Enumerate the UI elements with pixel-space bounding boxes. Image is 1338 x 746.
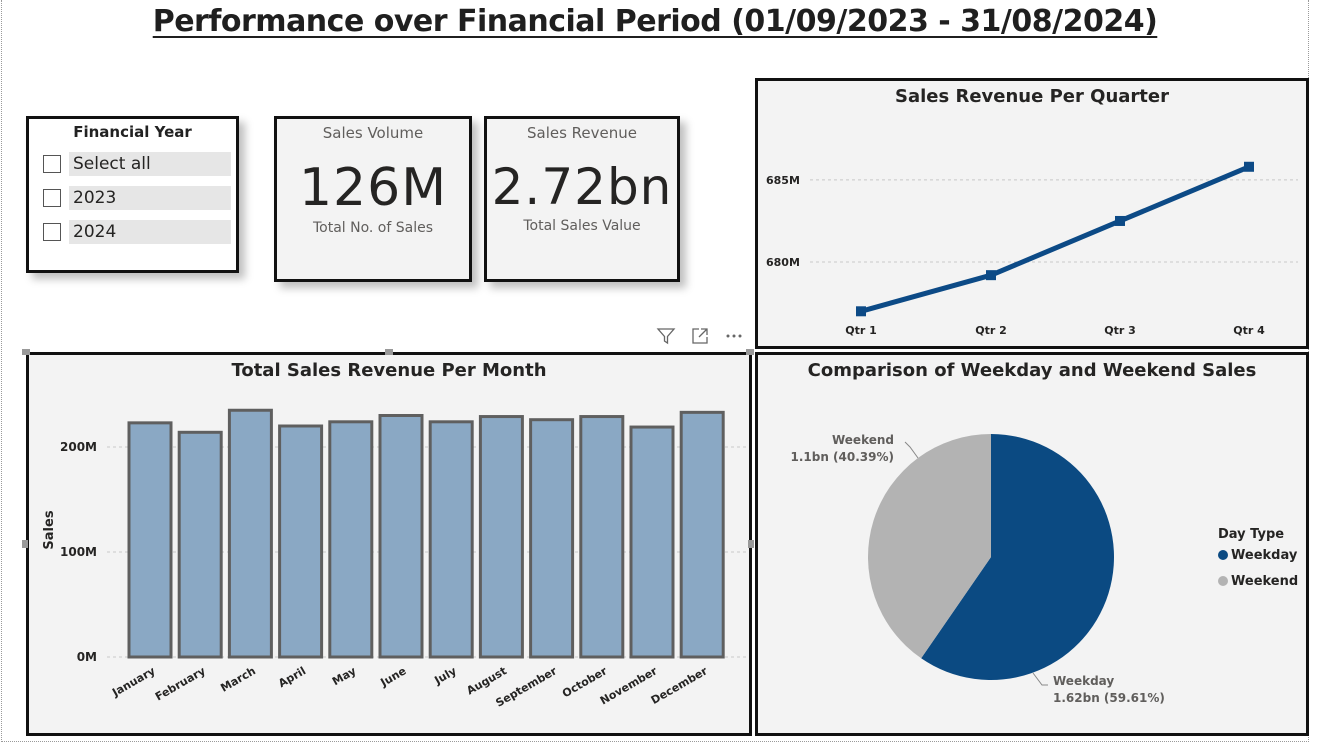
bar xyxy=(177,430,223,659)
pie-chart-svg: Weekday 1.62bn (59.61%) Weekend 1.1bn (40.3… xyxy=(790,433,1298,705)
filter-icon[interactable] xyxy=(656,326,676,346)
slicer-item-label: Select all xyxy=(69,152,231,176)
legend-marker xyxy=(1218,576,1228,586)
card-subtitle: Total Sales Value xyxy=(523,218,641,234)
card-subtitle: Total No. of Sales xyxy=(312,220,434,236)
x-tick-label: December xyxy=(649,664,710,707)
bar xyxy=(428,420,474,659)
bar xyxy=(227,408,273,659)
checkbox[interactable] xyxy=(43,223,61,241)
pie-label-value: 1.1bn (40.39%) xyxy=(790,450,894,464)
quarter-chart-svg: 680M 685M Qtr 1 Qtr 2 Qtr 3 Qtr 4 xyxy=(766,161,1298,337)
monthly-revenue-chart[interactable]: Total Sales Revenue Per Month 0M 100M 200M… xyxy=(26,352,752,736)
x-tick-label: April xyxy=(276,664,308,690)
slicer-title: Financial Year xyxy=(73,123,192,141)
slicer-item-label: 2024 xyxy=(69,220,231,244)
sales-volume-card[interactable]: Sales Volume 126M Total No. of Sales xyxy=(274,116,472,282)
slicer-item-select-all[interactable]: Select all xyxy=(43,152,231,176)
chart-title: Sales Revenue Per Quarter xyxy=(895,86,1169,107)
pie-slice xyxy=(868,434,991,659)
sales-revenue-card[interactable]: Sales Revenue 2.72bn Total Sales Value xyxy=(484,116,680,282)
pie-slice xyxy=(921,434,1114,680)
bar xyxy=(127,421,173,659)
slicer-item-2024[interactable]: 2024 xyxy=(43,220,231,244)
y-axis-label: Sales xyxy=(42,510,57,549)
page-title: Performance over Financial Period (01/09… xyxy=(152,4,1158,39)
checkbox[interactable] xyxy=(43,189,61,207)
bar xyxy=(679,410,725,659)
card-title: Sales Volume xyxy=(322,124,424,142)
y-tick-label: 200M xyxy=(60,440,97,454)
focus-mode-icon[interactable] xyxy=(690,326,710,346)
card-value: 126M xyxy=(298,158,448,218)
pie-label-name: Weekday xyxy=(1053,674,1114,688)
x-tick-label: Qtr 4 xyxy=(1233,324,1265,337)
leader-line xyxy=(1032,672,1048,686)
resize-handle[interactable] xyxy=(22,540,28,548)
resize-handle[interactable] xyxy=(748,540,754,548)
data-point xyxy=(986,270,996,281)
legend-title: Day Type xyxy=(1218,527,1284,542)
bar xyxy=(478,415,524,659)
checkbox[interactable] xyxy=(43,155,61,173)
slicer-item-2023[interactable]: 2023 xyxy=(43,186,231,210)
legend-item-label: Weekend xyxy=(1231,574,1298,589)
y-tick-label: 685M xyxy=(766,174,800,187)
bar xyxy=(579,415,625,659)
x-tick-label: Qtr 1 xyxy=(845,324,877,337)
bar xyxy=(629,425,675,659)
resize-handle[interactable] xyxy=(22,349,30,355)
y-tick-label: 0M xyxy=(77,650,97,664)
bar xyxy=(278,424,324,659)
data-point xyxy=(1115,215,1125,226)
x-tick-label: January xyxy=(109,664,157,699)
bar xyxy=(378,414,424,659)
bar xyxy=(529,418,575,659)
data-point xyxy=(1244,161,1254,172)
x-tick-label: July xyxy=(432,664,459,687)
y-tick-label: 680M xyxy=(766,256,800,269)
card-value: 2.72bn xyxy=(491,158,673,216)
slicer-item-label: 2023 xyxy=(69,186,231,210)
legend-item-label: Weekday xyxy=(1231,548,1298,563)
visual-header xyxy=(656,326,744,346)
x-tick-label: March xyxy=(218,664,258,694)
x-tick-label: Qtr 2 xyxy=(975,324,1007,337)
pie-label-value: 1.62bn (59.61%) xyxy=(1053,691,1165,705)
series-line xyxy=(860,164,1250,314)
y-tick-label: 100M xyxy=(60,545,97,559)
resize-handle[interactable] xyxy=(746,349,754,355)
x-tick-label: February xyxy=(153,664,208,703)
x-tick-label: Qtr 3 xyxy=(1104,324,1136,337)
x-tick-label: May xyxy=(330,664,358,688)
financial-year-slicer[interactable]: Financial Year Select all 2023 2024 xyxy=(26,116,239,273)
quarter-revenue-chart[interactable]: Sales Revenue Per Quarter 680M 685M Qtr 1 Q… xyxy=(755,78,1309,349)
pie-label-name: Weekend xyxy=(832,433,894,447)
daytype-comparison-chart[interactable]: Comparison of Weekday and Weekend Sales … xyxy=(755,352,1309,736)
leader-line xyxy=(904,441,919,459)
bar xyxy=(328,420,374,659)
data-point xyxy=(856,306,866,317)
x-tick-label: June xyxy=(378,664,409,689)
card-title: Sales Revenue xyxy=(526,124,638,142)
resize-handle[interactable] xyxy=(385,349,393,355)
chart-title: Total Sales Revenue Per Month xyxy=(231,360,547,381)
more-options-icon[interactable] xyxy=(724,326,744,346)
legend-marker xyxy=(1218,550,1228,560)
chart-title: Comparison of Weekday and Weekend Sales xyxy=(807,360,1257,381)
